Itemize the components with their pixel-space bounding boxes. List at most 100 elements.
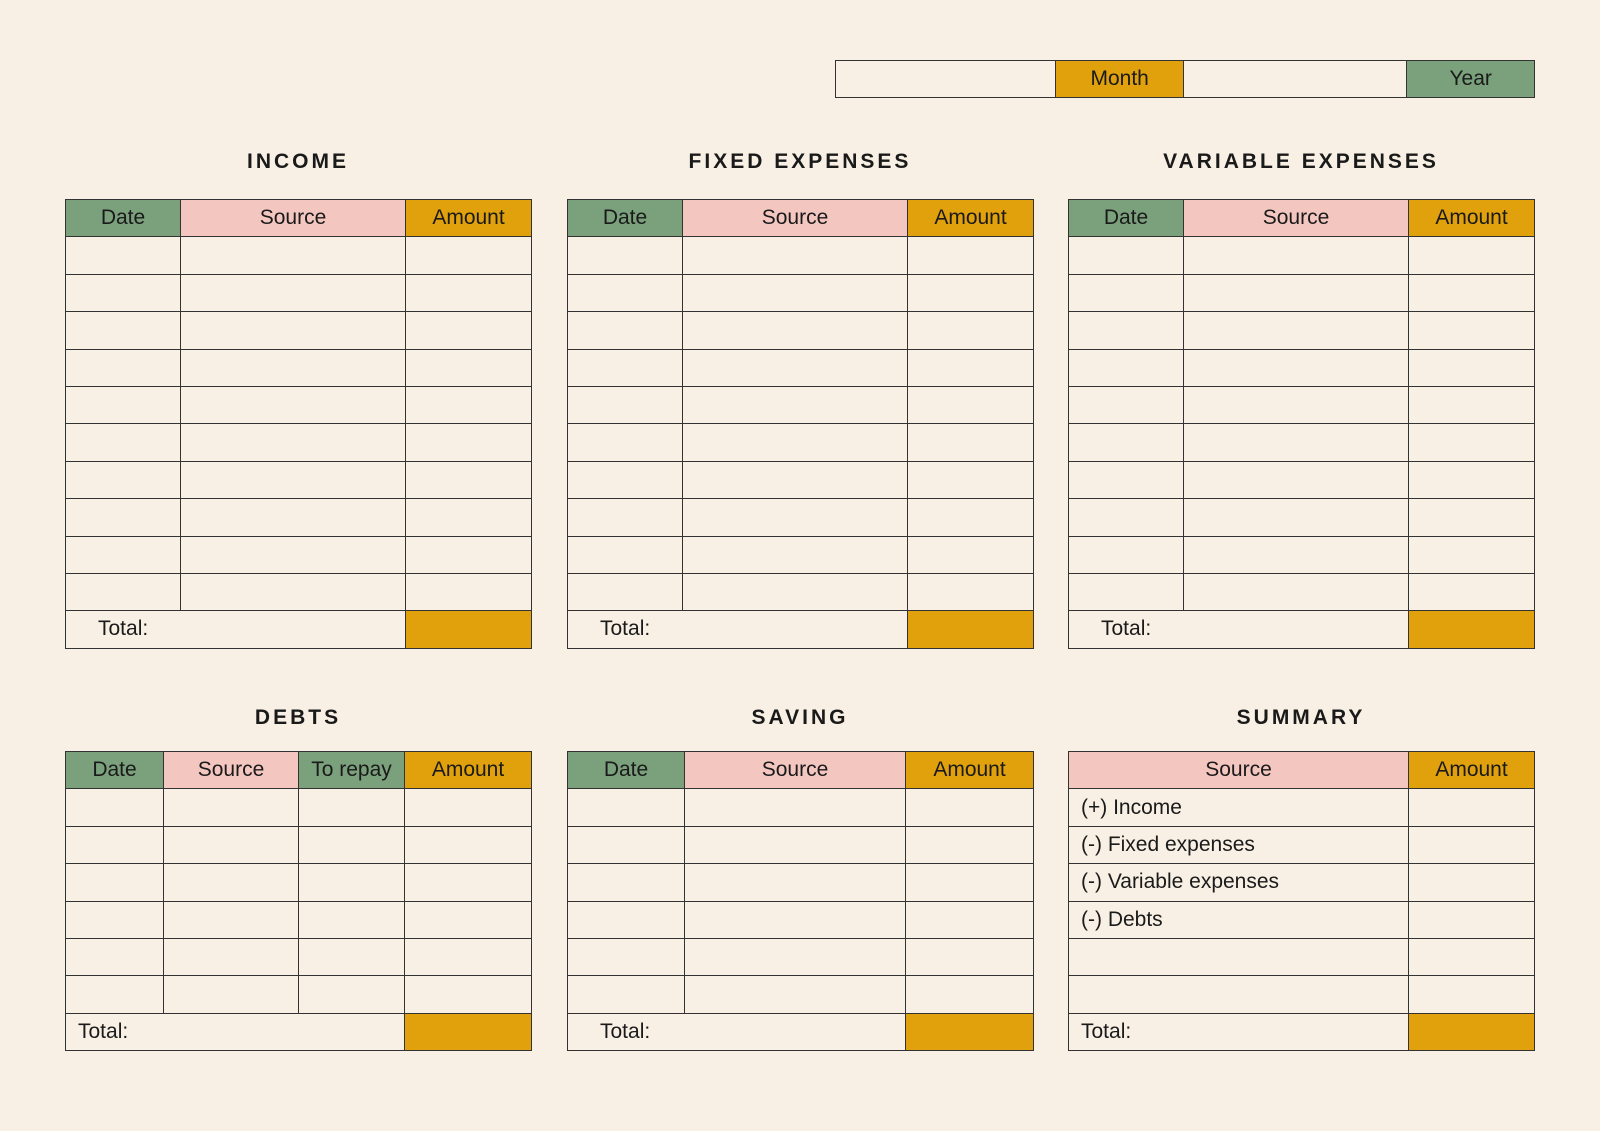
table-cell[interactable] (180, 348, 406, 387)
table-cell[interactable] (684, 788, 906, 827)
table-cell[interactable] (567, 460, 683, 500)
table-cell[interactable] (180, 385, 406, 425)
month-input[interactable] (836, 61, 1057, 97)
table-cell[interactable] (567, 900, 685, 939)
table-cell[interactable] (905, 788, 1034, 827)
table-cell[interactable] (65, 788, 164, 827)
table-cell[interactable] (298, 900, 405, 939)
table-cell[interactable] (1183, 311, 1409, 350)
table-cell[interactable] (1408, 937, 1535, 977)
table-cell[interactable] (1408, 572, 1535, 612)
table-cell[interactable] (567, 825, 685, 865)
table-cell[interactable] (180, 236, 406, 275)
table-cell[interactable] (1183, 236, 1409, 275)
table-cell[interactable] (404, 788, 532, 827)
table-cell[interactable] (684, 863, 906, 902)
total-amount[interactable] (404, 1012, 532, 1052)
table-cell[interactable] (180, 572, 406, 612)
table-cell[interactable] (1408, 460, 1535, 500)
table-cell[interactable] (65, 236, 181, 275)
table-cell[interactable] (907, 572, 1034, 612)
table-cell[interactable] (567, 311, 683, 350)
table-cell[interactable] (567, 535, 683, 574)
table-cell[interactable] (298, 788, 405, 827)
table-cell[interactable] (1068, 535, 1184, 574)
table-cell[interactable] (1408, 236, 1535, 275)
table-cell[interactable] (682, 572, 908, 612)
table-cell[interactable] (65, 975, 164, 1014)
table-cell[interactable] (567, 975, 685, 1014)
table-cell[interactable] (404, 900, 532, 939)
table-cell[interactable] (1183, 423, 1409, 462)
table-cell[interactable] (180, 311, 406, 350)
table-cell[interactable] (682, 535, 908, 574)
year-input[interactable] (1184, 61, 1408, 97)
table-cell[interactable] (404, 825, 532, 865)
table-cell[interactable] (907, 273, 1034, 313)
table-cell[interactable] (405, 348, 532, 387)
table-cell[interactable] (682, 460, 908, 500)
total-amount[interactable] (907, 610, 1034, 649)
table-cell[interactable] (1068, 311, 1184, 350)
table-cell[interactable] (567, 236, 683, 275)
table-cell[interactable] (65, 385, 181, 425)
table-cell[interactable] (65, 273, 181, 313)
table-cell[interactable] (1068, 423, 1184, 462)
table-cell[interactable] (298, 975, 405, 1014)
table-cell[interactable] (1068, 236, 1184, 275)
table-cell[interactable] (65, 460, 181, 500)
table-cell[interactable] (65, 498, 181, 537)
table-cell[interactable] (1183, 572, 1409, 612)
table-cell[interactable] (180, 460, 406, 500)
table-cell[interactable] (405, 572, 532, 612)
table-cell[interactable] (905, 900, 1034, 939)
table-cell[interactable] (1068, 348, 1184, 387)
table-cell[interactable] (567, 385, 683, 425)
table-cell[interactable] (567, 498, 683, 537)
table-cell[interactable] (1408, 788, 1535, 827)
table-cell[interactable] (1183, 498, 1409, 537)
table-cell[interactable] (1068, 385, 1184, 425)
table-cell[interactable] (682, 236, 908, 275)
table-cell[interactable] (1408, 348, 1535, 387)
table-cell[interactable] (404, 975, 532, 1014)
table-cell[interactable] (1408, 311, 1535, 350)
table-cell[interactable] (682, 348, 908, 387)
table-cell[interactable] (1408, 423, 1535, 462)
table-cell[interactable] (163, 975, 299, 1014)
table-cell[interactable] (907, 385, 1034, 425)
table-cell[interactable] (180, 498, 406, 537)
table-cell[interactable] (1183, 273, 1409, 313)
table-cell[interactable] (905, 863, 1034, 902)
table-cell[interactable] (905, 937, 1034, 977)
table-cell[interactable] (163, 900, 299, 939)
table-cell[interactable] (567, 863, 685, 902)
table-cell[interactable] (65, 863, 164, 902)
table-cell[interactable] (567, 423, 683, 462)
table-cell[interactable] (1408, 498, 1535, 537)
table-cell[interactable] (684, 975, 906, 1014)
table-cell[interactable] (180, 423, 406, 462)
table-cell[interactable] (404, 863, 532, 902)
table-cell[interactable] (1408, 535, 1535, 574)
table-cell[interactable] (404, 937, 532, 977)
table-cell[interactable] (567, 348, 683, 387)
table-cell[interactable] (405, 311, 532, 350)
table-cell[interactable] (907, 423, 1034, 462)
table-cell[interactable] (907, 236, 1034, 275)
table-cell[interactable] (65, 423, 181, 462)
table-cell[interactable] (1068, 498, 1184, 537)
table-cell[interactable] (65, 900, 164, 939)
table-cell[interactable] (684, 900, 906, 939)
table-cell[interactable] (1183, 535, 1409, 574)
table-cell[interactable] (907, 460, 1034, 500)
table-cell[interactable] (1068, 460, 1184, 500)
table-cell[interactable] (1408, 900, 1535, 939)
table-cell[interactable] (907, 348, 1034, 387)
table-cell[interactable] (1408, 863, 1535, 902)
table-cell[interactable] (682, 273, 908, 313)
table-cell[interactable] (65, 311, 181, 350)
table-cell[interactable] (180, 535, 406, 574)
table-cell[interactable] (682, 311, 908, 350)
table-cell[interactable] (905, 825, 1034, 865)
